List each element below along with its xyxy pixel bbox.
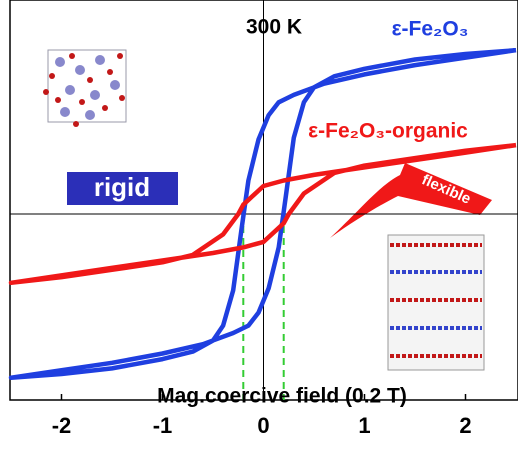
x-tick-label: -2 — [52, 413, 72, 438]
flexible-arrow — [330, 163, 492, 238]
temperature-label: 300 K — [246, 16, 302, 39]
x-tick-label: -1 — [153, 413, 173, 438]
hysteresis-loop — [8, 47, 517, 380]
hysteresis-loop — [8, 142, 517, 286]
series-label: ε-Fe₂O₃ — [392, 18, 469, 41]
crystal-rigid — [43, 49, 127, 127]
rigid-label: rigid — [94, 172, 150, 202]
x-tick-label: 1 — [358, 413, 370, 438]
rigid-box — [67, 172, 178, 205]
crystal-flexible — [387, 234, 485, 371]
series-label: ε-Fe₂O₃-organic — [308, 120, 468, 143]
x-tick-label: 2 — [459, 413, 471, 438]
x-tick-label: 0 — [257, 413, 269, 438]
coercive-label: Mag.coercive field (0.2 T) — [157, 385, 407, 408]
